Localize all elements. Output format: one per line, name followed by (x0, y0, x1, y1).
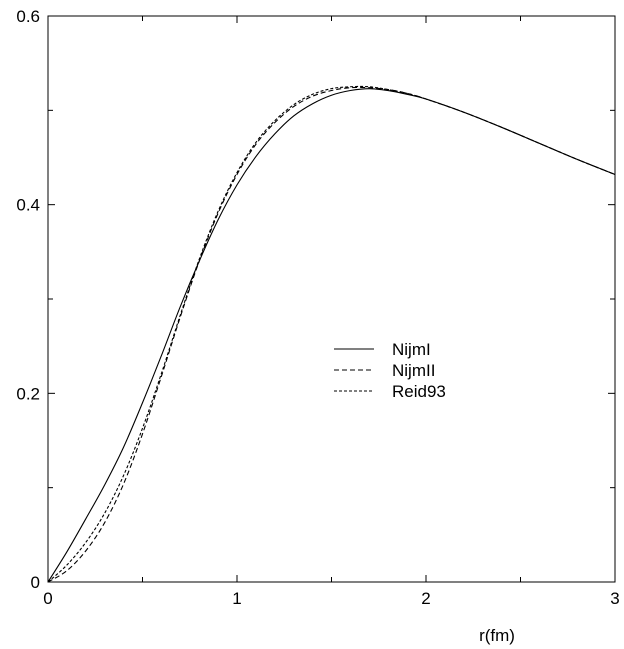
x-axis-label: r(fm) (479, 626, 515, 645)
series-lines (47, 85, 616, 583)
axis-ticks (47, 15, 616, 583)
legend-label-reid93: Reid93 (392, 382, 446, 401)
legend: NijmI NijmII Reid93 (334, 340, 446, 401)
x-tick-label: 2 (421, 589, 430, 608)
x-tick-label: 3 (610, 589, 619, 608)
y-tick-label: 0.4 (16, 196, 40, 215)
series-line-reid93 (47, 85, 616, 583)
series-line-nijmii (47, 86, 616, 583)
x-tick-label: 1 (232, 589, 241, 608)
plot-area-frame (47, 15, 616, 583)
y-tick-label: 0.2 (16, 384, 40, 403)
axis-tick-labels: 0 1 2 3 0 0.2 0.4 0.6 (16, 7, 619, 608)
legend-label-nijmi: NijmI (392, 340, 431, 359)
y-tick-label: 0.6 (16, 7, 40, 26)
series-line-nijmi (47, 88, 616, 583)
legend-label-nijmii: NijmII (392, 361, 435, 380)
x-tick-label: 0 (43, 589, 52, 608)
y-tick-label: 0 (31, 573, 40, 592)
